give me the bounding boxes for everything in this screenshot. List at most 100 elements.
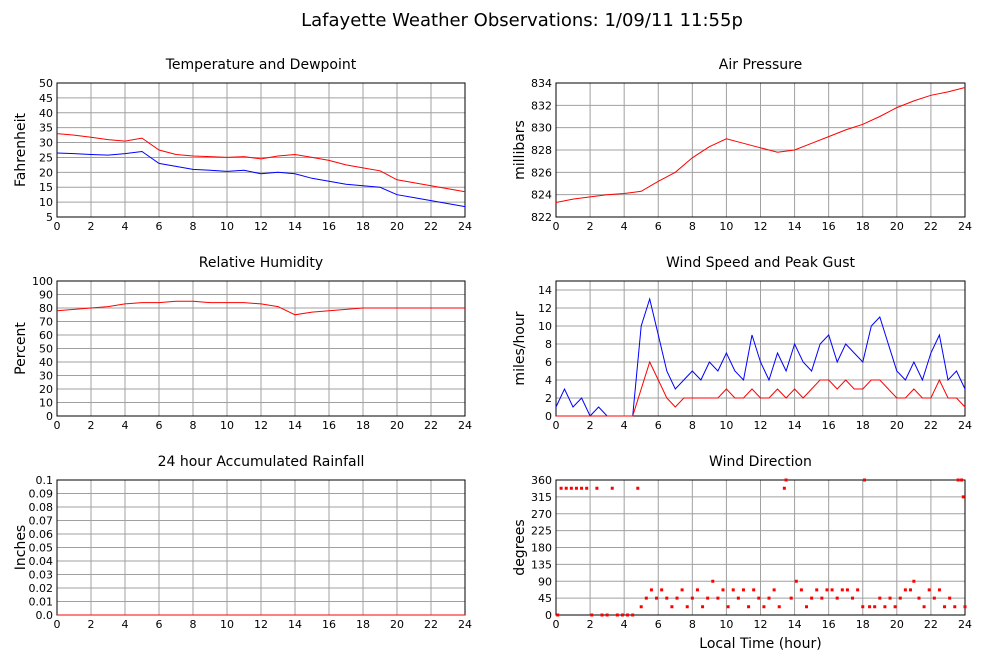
y-tick-label: 0 <box>545 410 552 423</box>
x-tick-label: 2 <box>88 618 95 631</box>
data-point <box>726 605 730 609</box>
data-point <box>585 486 589 490</box>
page-title: Lafayette Weather Observations: 1/09/11 … <box>301 10 743 31</box>
y-axis-label: miles/hour <box>512 311 528 385</box>
data-point <box>675 596 679 600</box>
y-tick-label: 35 <box>39 122 53 135</box>
x-tick-label: 4 <box>621 220 628 233</box>
x-tick-label: 12 <box>754 419 768 432</box>
y-tick-label: 360 <box>531 474 552 487</box>
data-point <box>961 495 965 499</box>
data-point <box>830 588 834 592</box>
data-point <box>680 588 684 592</box>
x-tick-label: 10 <box>220 419 234 432</box>
y-tick-label: 45 <box>39 92 53 105</box>
data-point <box>908 588 912 592</box>
x-tick-label: 6 <box>655 419 662 432</box>
x-tick-label: 18 <box>856 419 870 432</box>
y-tick-label: 0.02 <box>29 582 54 595</box>
y-tick-label: 0.1 <box>36 474 54 487</box>
data-point <box>660 588 664 592</box>
x-tick-label: 14 <box>288 618 302 631</box>
data-point <box>767 596 771 600</box>
x-tick-label: 10 <box>220 220 234 233</box>
y-tick-label: 8 <box>545 338 552 351</box>
y-tick-label: 822 <box>531 211 552 224</box>
y-axis-label: Inches <box>13 525 29 570</box>
data-point <box>805 605 809 609</box>
data-point <box>631 613 635 617</box>
x-tick-label: 22 <box>924 220 938 233</box>
x-tick-label: 18 <box>856 618 870 631</box>
x-tick-label: 10 <box>220 618 234 631</box>
data-point <box>605 613 609 617</box>
data-point <box>825 588 829 592</box>
data-point <box>777 605 781 609</box>
x-tick-label: 8 <box>689 419 696 432</box>
data-point <box>898 596 902 600</box>
y-tick-label: 4 <box>545 374 552 387</box>
data-point <box>937 588 941 592</box>
x-tick-label: 20 <box>390 220 404 233</box>
data-point <box>559 486 563 490</box>
x-tick-label: 18 <box>356 618 370 631</box>
data-point <box>878 596 882 600</box>
plot-frame <box>56 280 466 417</box>
chart-title: Wind Direction <box>709 454 812 470</box>
y-tick-label: 826 <box>531 166 552 179</box>
x-tick-label: 14 <box>288 419 302 432</box>
x-tick-label: 18 <box>356 220 370 233</box>
x-tick-label: 8 <box>190 419 197 432</box>
y-tick-label: 0.07 <box>29 515 54 528</box>
data-point <box>580 486 584 490</box>
y-tick-label: 40 <box>39 107 53 120</box>
y-tick-label: 45 <box>538 592 552 605</box>
data-point <box>757 596 761 600</box>
chart: Temperature and Dewpoint Fahrenheit 5 10 15 2… <box>13 57 472 233</box>
x-tick-label: 4 <box>621 419 628 432</box>
y-tick-label: 10 <box>39 196 53 209</box>
data-point <box>943 605 947 609</box>
y-tick-label: 828 <box>531 144 552 157</box>
data-point <box>731 588 735 592</box>
y-tick-label: 60 <box>39 329 53 342</box>
data-point <box>574 486 578 490</box>
chart-title: Wind Speed and Peak Gust <box>666 255 855 271</box>
y-tick-label: 2 <box>545 392 552 405</box>
x-tick-label: 8 <box>689 618 696 631</box>
y-tick-label: 0.05 <box>29 542 54 555</box>
y-tick-label: 0 <box>46 410 53 423</box>
y-tick-label: 15 <box>39 181 53 194</box>
y-tick-label: 832 <box>531 99 552 112</box>
data-point <box>782 486 786 490</box>
x-tick-label: 6 <box>655 618 662 631</box>
x-tick-label: 22 <box>924 618 938 631</box>
y-tick-label: 0.01 <box>29 596 54 609</box>
y-tick-label: 10 <box>39 397 53 410</box>
x-tick-label: 16 <box>822 618 836 631</box>
data-point <box>736 596 740 600</box>
y-tick-label: 30 <box>39 137 53 150</box>
data-point <box>721 588 725 592</box>
y-tick-label: 6 <box>545 356 552 369</box>
y-tick-label: 100 <box>32 275 53 288</box>
data-point <box>716 596 720 600</box>
y-tick-label: 270 <box>531 508 552 521</box>
data-point <box>784 478 788 482</box>
x-tick-label: 22 <box>924 419 938 432</box>
data-point <box>845 588 849 592</box>
x-tick-label: 4 <box>122 618 129 631</box>
data-point <box>690 596 694 600</box>
x-tick-label: 22 <box>424 618 438 631</box>
x-tick-label: 4 <box>122 220 129 233</box>
data-point <box>912 579 916 583</box>
data-point <box>600 613 604 617</box>
data-point <box>820 596 824 600</box>
data-line <box>556 360 966 417</box>
x-tick-label: 6 <box>156 618 163 631</box>
x-tick-label: 2 <box>587 419 594 432</box>
x-tick-label: 6 <box>655 220 662 233</box>
x-tick-label: 16 <box>822 220 836 233</box>
x-tick-label: 10 <box>719 419 733 432</box>
